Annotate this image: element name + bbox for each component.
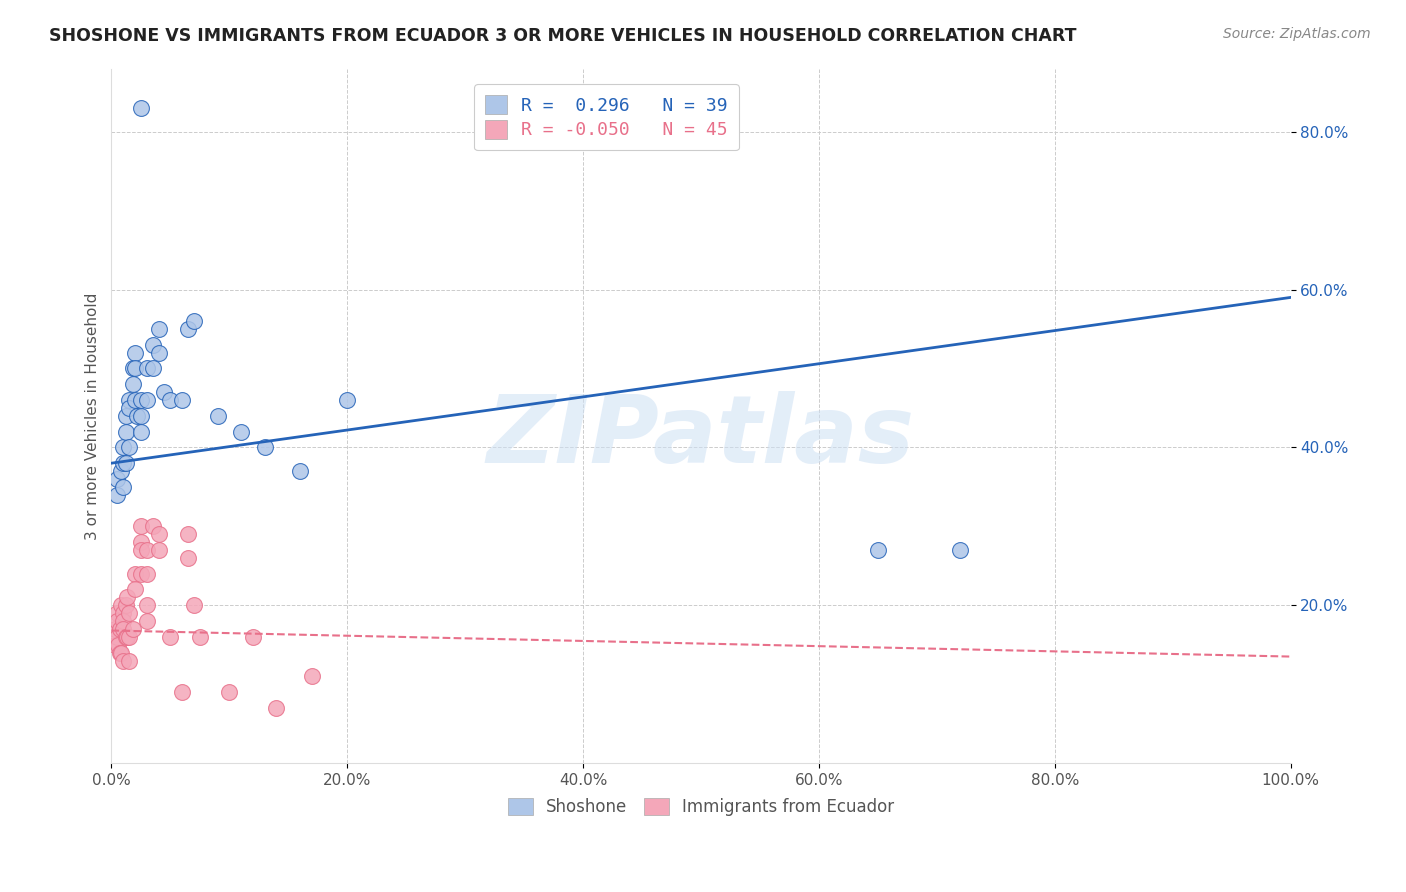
Point xyxy=(118,441,141,455)
Point xyxy=(172,392,194,407)
Point xyxy=(124,361,146,376)
Point xyxy=(121,377,143,392)
Point xyxy=(148,543,170,558)
Point xyxy=(105,630,128,644)
Point xyxy=(108,622,131,636)
Point xyxy=(114,599,136,613)
Point xyxy=(135,614,157,628)
Point xyxy=(112,653,135,667)
Point xyxy=(135,599,157,613)
Legend: Shoshone, Immigrants from Ecuador: Shoshone, Immigrants from Ecuador xyxy=(499,789,903,824)
Point xyxy=(159,392,181,407)
Point xyxy=(218,685,240,699)
Point xyxy=(115,630,138,644)
Point xyxy=(105,614,128,628)
Point xyxy=(124,345,146,359)
Point xyxy=(336,392,359,407)
Point xyxy=(127,409,149,423)
Point xyxy=(112,456,135,470)
Point xyxy=(124,566,146,581)
Point xyxy=(118,392,141,407)
Point xyxy=(112,614,135,628)
Point xyxy=(112,441,135,455)
Point xyxy=(142,338,165,352)
Point xyxy=(129,543,152,558)
Point xyxy=(266,701,288,715)
Point xyxy=(142,361,165,376)
Point xyxy=(129,425,152,439)
Point xyxy=(242,630,264,644)
Point xyxy=(110,464,132,478)
Point xyxy=(207,409,229,423)
Point xyxy=(183,314,205,328)
Point xyxy=(129,101,152,115)
Point xyxy=(177,527,200,541)
Point xyxy=(107,638,129,652)
Point xyxy=(253,441,276,455)
Point xyxy=(110,646,132,660)
Point xyxy=(135,566,157,581)
Text: SHOSHONE VS IMMIGRANTS FROM ECUADOR 3 OR MORE VEHICLES IN HOUSEHOLD CORRELATION : SHOSHONE VS IMMIGRANTS FROM ECUADOR 3 OR… xyxy=(49,27,1077,45)
Point xyxy=(229,425,252,439)
Point xyxy=(153,385,176,400)
Y-axis label: 3 or more Vehicles in Household: 3 or more Vehicles in Household xyxy=(86,293,100,540)
Point xyxy=(142,519,165,533)
Point xyxy=(148,345,170,359)
Point xyxy=(114,425,136,439)
Point xyxy=(148,322,170,336)
Point xyxy=(112,622,135,636)
Point xyxy=(949,543,972,558)
Point xyxy=(172,685,194,699)
Point xyxy=(104,638,127,652)
Point xyxy=(110,599,132,613)
Point xyxy=(129,535,152,549)
Point xyxy=(129,566,152,581)
Point xyxy=(105,472,128,486)
Point xyxy=(301,669,323,683)
Point xyxy=(135,543,157,558)
Point xyxy=(124,392,146,407)
Point xyxy=(121,622,143,636)
Point xyxy=(121,361,143,376)
Point xyxy=(288,464,311,478)
Point xyxy=(135,392,157,407)
Point xyxy=(105,488,128,502)
Point xyxy=(105,606,128,620)
Point xyxy=(108,646,131,660)
Text: ZIPatlas: ZIPatlas xyxy=(486,391,915,483)
Point xyxy=(129,392,152,407)
Point xyxy=(114,409,136,423)
Point xyxy=(148,527,170,541)
Point xyxy=(114,456,136,470)
Point xyxy=(135,361,157,376)
Point xyxy=(159,630,181,644)
Point xyxy=(112,480,135,494)
Point xyxy=(115,591,138,605)
Point xyxy=(124,582,146,597)
Point xyxy=(118,606,141,620)
Point xyxy=(129,409,152,423)
Point xyxy=(188,630,211,644)
Point xyxy=(104,622,127,636)
Point xyxy=(177,322,200,336)
Text: Source: ZipAtlas.com: Source: ZipAtlas.com xyxy=(1223,27,1371,41)
Point xyxy=(112,606,135,620)
Point xyxy=(183,599,205,613)
Point xyxy=(866,543,889,558)
Point xyxy=(129,519,152,533)
Point xyxy=(118,401,141,415)
Point xyxy=(118,630,141,644)
Point xyxy=(177,550,200,565)
Point xyxy=(114,630,136,644)
Point xyxy=(118,653,141,667)
